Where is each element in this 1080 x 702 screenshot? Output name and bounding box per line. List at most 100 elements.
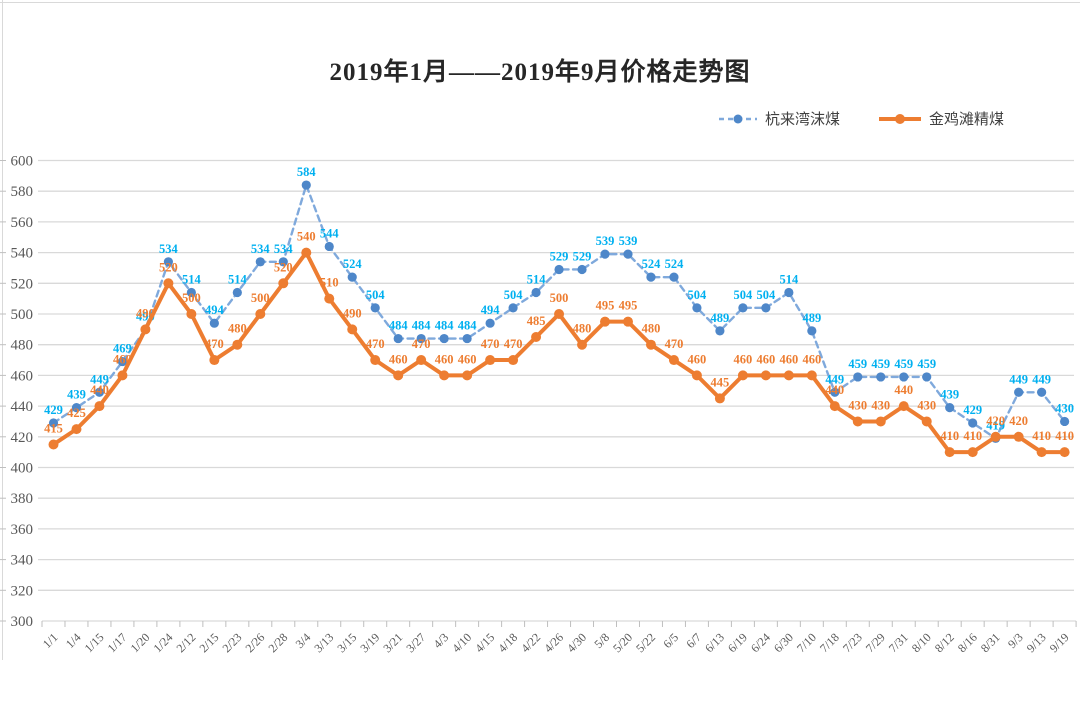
data-label: 470 bbox=[205, 337, 224, 351]
data-point bbox=[622, 316, 633, 327]
x-axis-tick-label: 7/10 bbox=[794, 630, 819, 655]
data-label: 484 bbox=[435, 319, 455, 333]
data-point bbox=[71, 424, 82, 435]
data-point bbox=[209, 318, 219, 328]
data-label: 439 bbox=[67, 388, 86, 402]
data-point bbox=[209, 355, 220, 366]
data-point bbox=[370, 303, 380, 313]
data-label: 489 bbox=[711, 311, 730, 325]
data-point bbox=[485, 318, 495, 328]
data-label: 540 bbox=[297, 230, 316, 244]
data-point bbox=[508, 355, 519, 366]
data-point bbox=[899, 372, 909, 382]
series-jinjitan: 415 425 440 460 490 520 500 470 480 500 520 540 510 4… bbox=[44, 230, 1074, 458]
y-axis-tick-label: 300 bbox=[11, 614, 34, 630]
data-point bbox=[531, 287, 541, 298]
x-axis-tick-label: 6/24 bbox=[748, 630, 773, 655]
x-axis-tick-label: 8/16 bbox=[955, 630, 980, 655]
data-point bbox=[347, 324, 358, 335]
data-label: 514 bbox=[779, 273, 799, 287]
data-label: 420 bbox=[986, 414, 1005, 428]
x-axis bbox=[41, 620, 1077, 627]
data-point bbox=[163, 278, 174, 289]
x-axis-tick-label: 8/31 bbox=[978, 630, 1003, 655]
data-point bbox=[554, 264, 564, 275]
data-point bbox=[301, 247, 312, 258]
x-axis-tick-label: 6/19 bbox=[725, 630, 750, 655]
data-label: 514 bbox=[182, 273, 202, 287]
data-point bbox=[1014, 387, 1024, 397]
data-label: 460 bbox=[734, 352, 753, 366]
data-label: 520 bbox=[274, 260, 293, 274]
data-label: 500 bbox=[251, 291, 270, 305]
chart-title: 2019年1月——2019年9月价格走势图 bbox=[329, 59, 751, 86]
data-point bbox=[186, 287, 196, 298]
data-point bbox=[462, 333, 472, 344]
data-label: 460 bbox=[458, 352, 477, 366]
data-point bbox=[668, 355, 679, 366]
x-axis-tick-label: 3/21 bbox=[380, 630, 405, 655]
data-label: 410 bbox=[1032, 429, 1051, 443]
data-label: 504 bbox=[366, 288, 386, 302]
data-point bbox=[416, 333, 426, 344]
data-point bbox=[715, 326, 725, 336]
data-point bbox=[577, 264, 587, 275]
data-point bbox=[990, 431, 1001, 442]
y-axis-tick-label: 480 bbox=[11, 338, 34, 354]
data-label: 469 bbox=[113, 342, 132, 356]
data-label: 500 bbox=[182, 291, 201, 305]
data-point bbox=[117, 356, 128, 367]
x-axis-tick-label: 5/22 bbox=[633, 630, 658, 655]
x-axis-tick-label: 1/15 bbox=[82, 630, 107, 655]
x-axis-tick-label: 9/13 bbox=[1024, 630, 1049, 655]
data-point bbox=[806, 370, 817, 381]
data-label: 460 bbox=[779, 352, 798, 366]
data-point bbox=[1036, 447, 1047, 458]
data-point bbox=[1060, 416, 1070, 427]
data-label: 484 bbox=[389, 319, 409, 333]
data-point bbox=[48, 439, 59, 450]
data-point bbox=[255, 257, 265, 267]
x-axis-tick-label: 2/28 bbox=[265, 630, 290, 655]
y-axis-tick-label: 520 bbox=[11, 276, 34, 292]
data-label: 504 bbox=[734, 288, 754, 302]
data-point bbox=[255, 309, 266, 319]
data-point bbox=[416, 355, 427, 366]
x-axis-tick-label: 2/12 bbox=[173, 630, 198, 655]
y-axis-tick-label: 340 bbox=[11, 553, 34, 569]
data-label: 529 bbox=[573, 249, 592, 263]
data-point bbox=[94, 401, 105, 412]
data-label: 460 bbox=[802, 352, 821, 366]
data-label: 484 bbox=[412, 319, 432, 333]
data-point bbox=[278, 257, 288, 267]
x-axis-tick-label: 9/19 bbox=[1047, 630, 1072, 655]
data-label: 504 bbox=[504, 288, 524, 302]
y-axis-tick-label: 580 bbox=[11, 184, 34, 200]
data-point bbox=[347, 272, 357, 282]
x-axis-tick-label: 4/10 bbox=[449, 630, 474, 655]
x-axis-tick-label: 2/23 bbox=[219, 630, 244, 655]
x-axis-tick-label: 3/27 bbox=[403, 630, 428, 655]
data-label: 524 bbox=[642, 257, 662, 271]
data-point bbox=[531, 332, 542, 343]
x-axis-tick-label: 7/18 bbox=[817, 630, 842, 655]
data-label: 449 bbox=[1032, 372, 1051, 386]
data-label: 459 bbox=[894, 357, 913, 371]
data-point bbox=[623, 249, 633, 259]
x-axis-tick-label: 3/15 bbox=[334, 630, 359, 655]
data-label: 460 bbox=[435, 352, 454, 366]
data-label: 470 bbox=[412, 337, 431, 351]
x-axis-tick-label: 6/7 bbox=[683, 630, 704, 651]
chart-legend: 杭来湾沫煤 金鸡滩精煤 bbox=[718, 108, 1004, 129]
data-point bbox=[692, 303, 702, 313]
data-label: 430 bbox=[917, 398, 936, 412]
data-point bbox=[232, 339, 243, 350]
y-axis-tick-label: 360 bbox=[11, 522, 34, 538]
data-label: 584 bbox=[297, 165, 317, 179]
data-point bbox=[278, 278, 289, 289]
data-point bbox=[186, 309, 197, 319]
y-axis-labels: 300 320 340 360 380 400 420 440 460 480 500 520 540 5… bbox=[11, 154, 34, 631]
x-axis-tick-label: 2/26 bbox=[242, 630, 267, 655]
data-label: 524 bbox=[665, 257, 685, 271]
data-point bbox=[140, 324, 151, 335]
